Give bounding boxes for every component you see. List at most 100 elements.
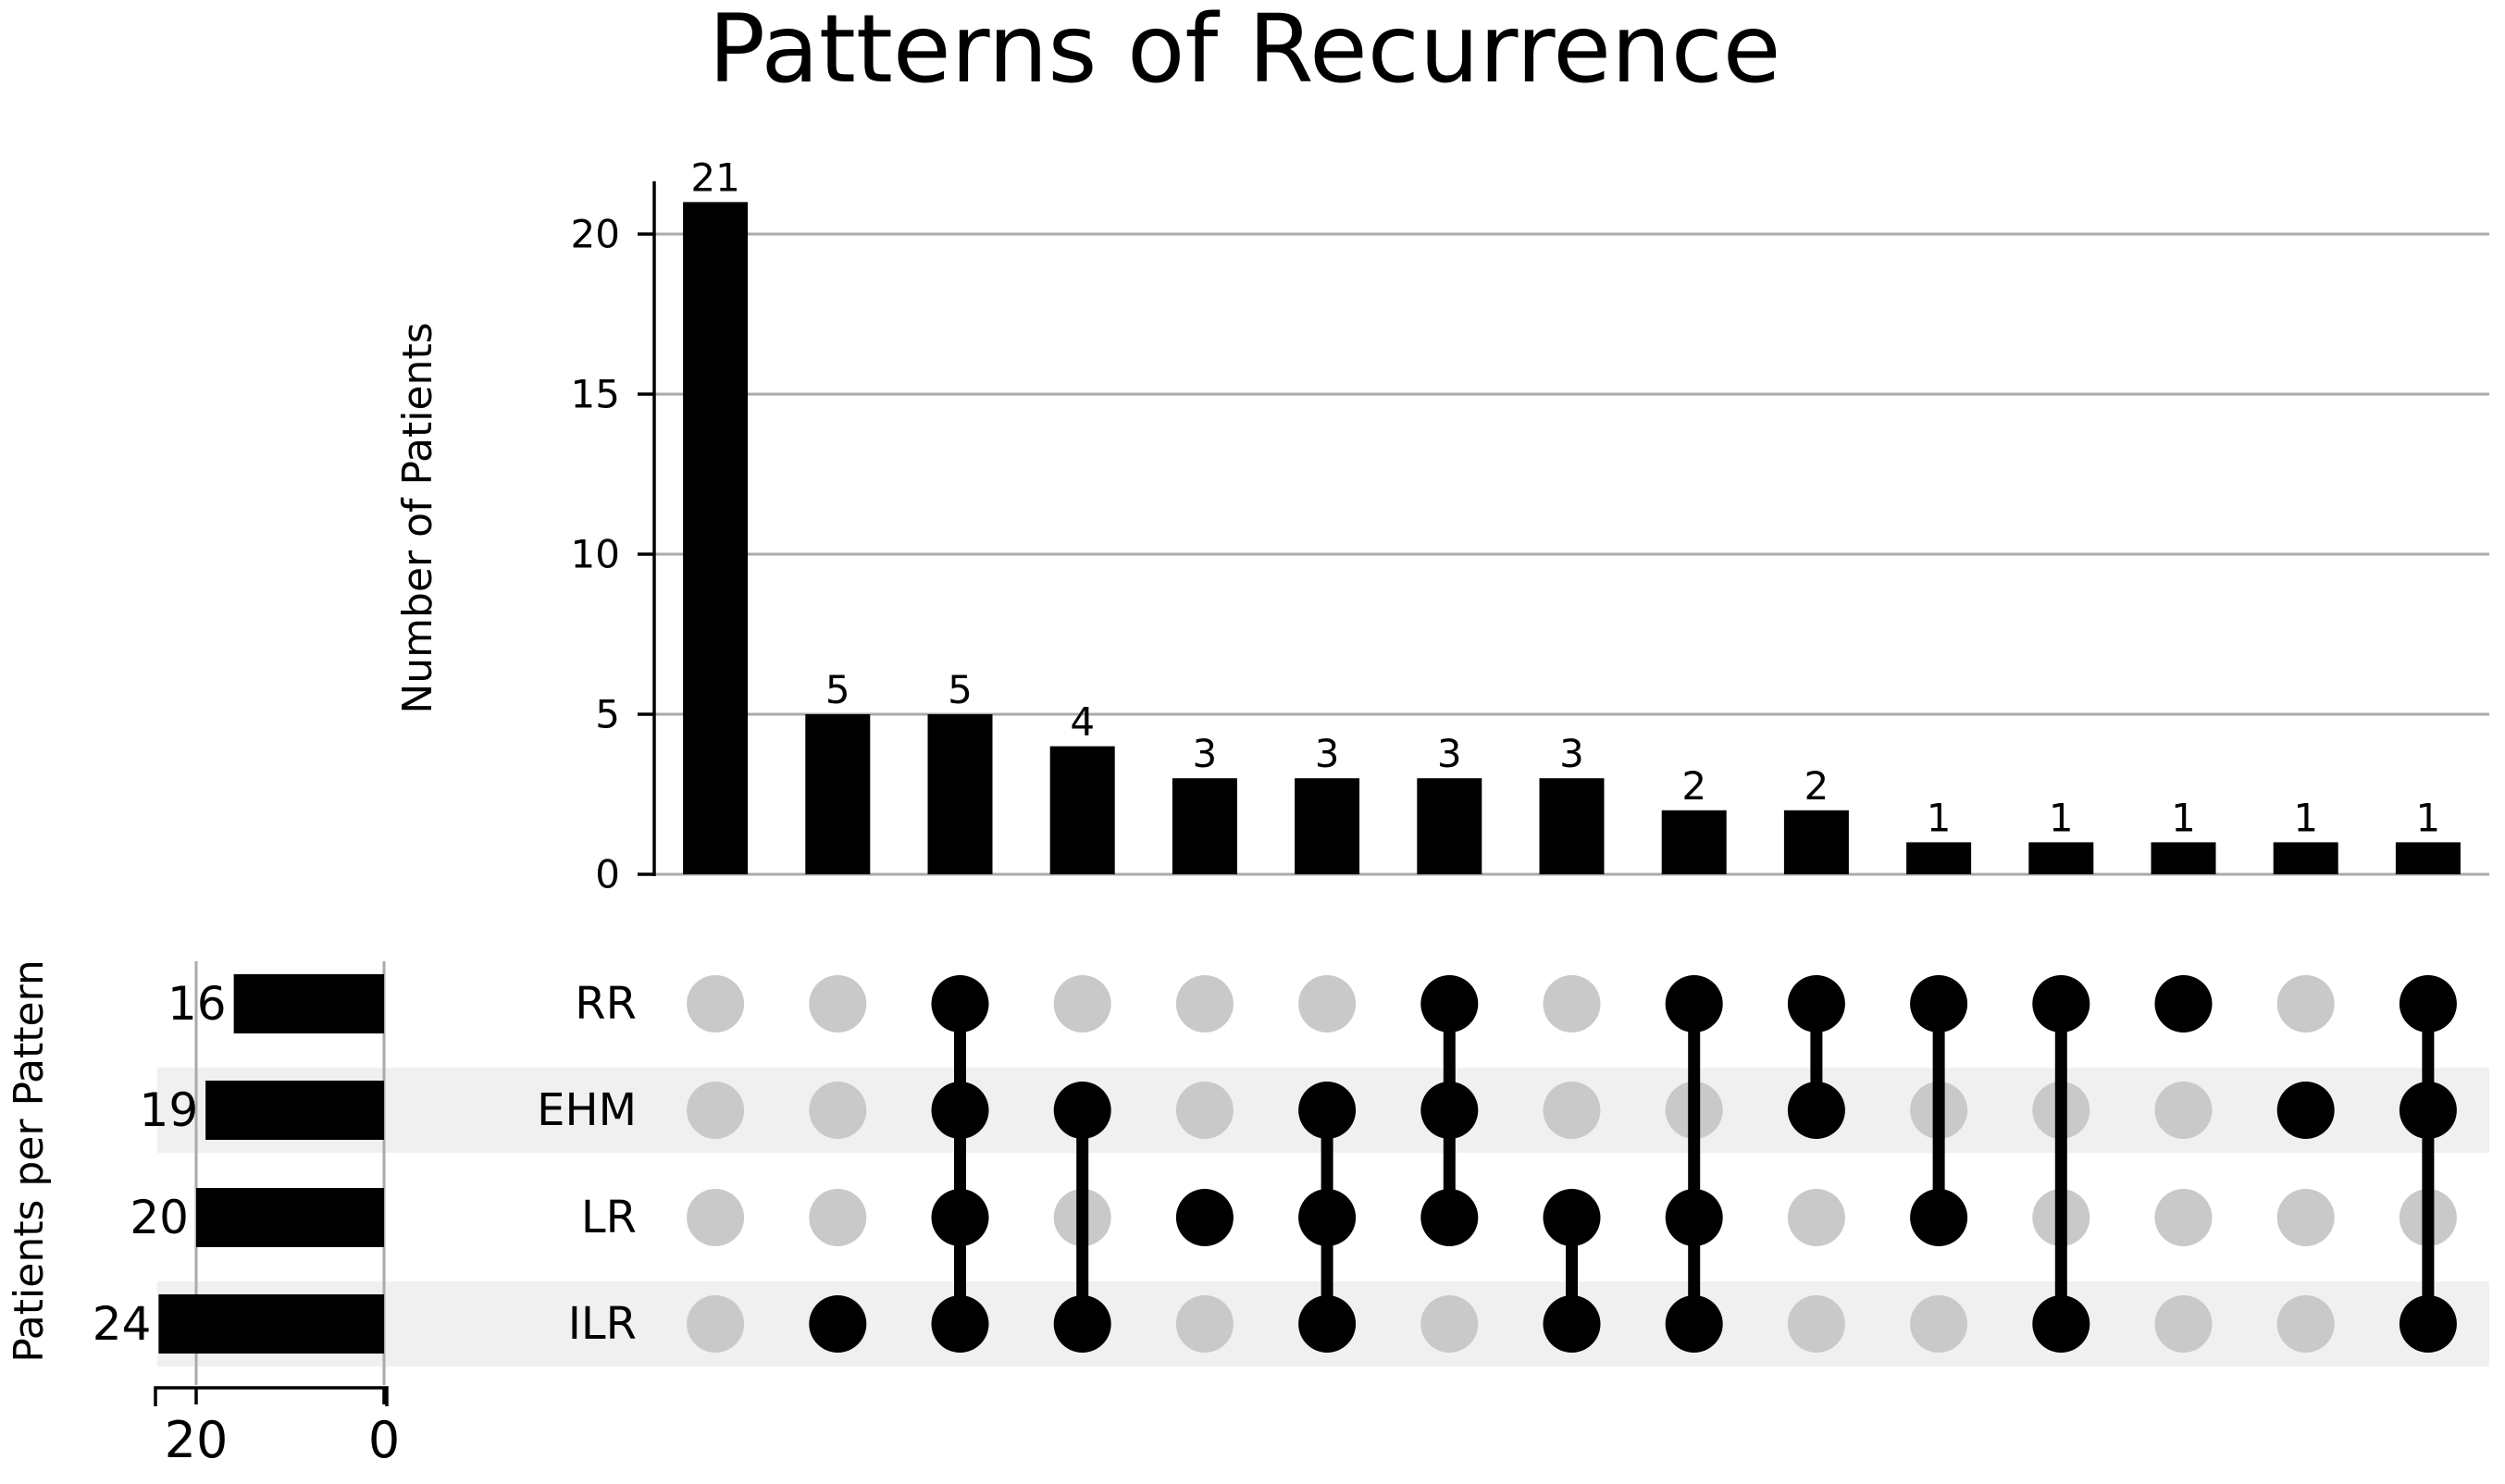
- intersection-bar-labels: 215 543 3 3 32 21 1 1 1 1: [690, 155, 2440, 840]
- matrix-dot-inactive: [809, 975, 867, 1033]
- intersection-bar: [2151, 842, 2216, 874]
- y-tick-label-10: 10: [571, 532, 620, 577]
- matrix-dot-active: [2032, 975, 2090, 1033]
- matrix-dot-inactive: [1787, 1189, 1845, 1246]
- matrix-dot-active: [1665, 975, 1723, 1033]
- y-tick-label-15: 15: [571, 372, 620, 417]
- intersection-bar-value: 5: [948, 667, 973, 712]
- row-label-ehm: EHM: [537, 1084, 637, 1136]
- set-x-tick-label-20: 20: [165, 1411, 229, 1469]
- matrix-dot-inactive: [687, 1189, 745, 1246]
- row-label-rr: RR: [575, 978, 637, 1030]
- matrix-dot-active: [1420, 975, 1479, 1033]
- matrix-dot-active: [1787, 1082, 1845, 1139]
- set-x-tick-label-0: 0: [368, 1411, 400, 1469]
- intersection-bar-value: 3: [1559, 731, 1584, 776]
- intersection-bar-value: 3: [1315, 731, 1340, 776]
- intersection-bar-value: 1: [2416, 795, 2441, 840]
- matrix-dot-active: [1543, 1295, 1601, 1353]
- matrix-dot-active: [1298, 1189, 1357, 1246]
- intersection-bar: [2273, 842, 2338, 874]
- matrix-dot-inactive: [687, 1082, 745, 1139]
- intersection-bar: [1661, 810, 1727, 874]
- matrix-dot-active: [1665, 1189, 1723, 1246]
- intersection-bar: [805, 714, 871, 874]
- set-size-value-lr: 20: [130, 1191, 189, 1244]
- matrix-dot-active: [1543, 1189, 1601, 1246]
- set-size-value-labels: 16 19 20 24: [93, 977, 227, 1351]
- set-size-value-ehm: 19: [140, 1083, 199, 1137]
- matrix-dot-active: [1910, 1189, 1968, 1246]
- intersection-bar: [1539, 778, 1605, 874]
- intersection-bar: [1049, 746, 1115, 874]
- matrix-dot-active: [1053, 1295, 1111, 1353]
- matrix-dot-active: [1298, 1082, 1357, 1139]
- intersection-bar: [2028, 842, 2094, 874]
- matrix-dot-inactive: [2154, 1295, 2213, 1353]
- matrix-dot-active: [931, 1189, 989, 1246]
- matrix-dot-inactive: [2154, 1082, 2213, 1139]
- intersection-bar-value: 3: [1437, 731, 1462, 776]
- matrix-dot-inactive: [1543, 1082, 1601, 1139]
- matrix-dot-inactive: [1420, 1295, 1479, 1353]
- y-axis-title: Number of Patients: [394, 322, 441, 713]
- matrix-dot-inactive: [1175, 1082, 1234, 1139]
- set-size-value-rr: 16: [167, 977, 227, 1031]
- intersection-bar: [1906, 842, 1972, 874]
- matrix-dot-active: [1175, 1189, 1234, 1246]
- intersection-bar-value: 5: [825, 667, 850, 712]
- matrix-dot-inactive: [2154, 1189, 2213, 1246]
- matrix-dot-active: [2399, 1082, 2457, 1139]
- matrix-row-labels: RR EHM LR ILR: [537, 978, 637, 1350]
- row-label-ilr: ILR: [568, 1298, 637, 1350]
- matrix-dot-inactive: [2276, 975, 2335, 1033]
- intersection-bar-value: 21: [690, 155, 739, 200]
- intersection-bar: [1417, 778, 1482, 874]
- matrix-dot-inactive: [1787, 1295, 1845, 1353]
- y-tick-label-0: 0: [595, 852, 620, 897]
- y-tick-label-20: 20: [571, 212, 620, 257]
- intersection-bar-value: 1: [2049, 795, 2074, 840]
- left-axis-title: Patients per Pattern: [6, 959, 53, 1363]
- matrix-dot-active: [809, 1295, 867, 1353]
- matrix-connector-lines: [954, 1004, 2435, 1324]
- matrix-dot-active: [1665, 1295, 1723, 1353]
- set-size-bar-lr: [196, 1188, 384, 1247]
- matrix-dot-active: [931, 975, 989, 1033]
- matrix-dot-active: [1420, 1082, 1479, 1139]
- matrix-dot-inactive: [2276, 1295, 2335, 1353]
- matrix-dot-active: [1787, 975, 1845, 1033]
- intersection-bar-value: 1: [2171, 795, 2196, 840]
- matrix-active-dots: [809, 975, 2457, 1353]
- matrix-dot-active: [2276, 1082, 2335, 1139]
- intersection-bar: [1295, 778, 1360, 874]
- matrix-dot-active: [931, 1082, 989, 1139]
- set-size-bar-ehm: [205, 1081, 384, 1140]
- intersection-y-axis: [638, 181, 656, 876]
- matrix-dot-inactive: [687, 1295, 745, 1353]
- y-tick-label-5: 5: [595, 692, 620, 737]
- intersection-bar-value: 4: [1070, 699, 1095, 745]
- matrix-dot-active: [2399, 1295, 2457, 1353]
- matrix-dot-inactive: [1053, 975, 1111, 1033]
- matrix-dot-inactive: [687, 975, 745, 1033]
- intersection-bar: [683, 202, 749, 874]
- matrix-dot-active: [2154, 975, 2213, 1033]
- matrix-dot-active: [1910, 975, 1968, 1033]
- intersection-bar-value: 3: [1193, 731, 1218, 776]
- intersection-bar-value: 2: [1804, 763, 1829, 809]
- matrix-dot-active: [1298, 1295, 1357, 1353]
- row-label-lr: LR: [581, 1192, 637, 1243]
- set-size-bar-ilr: [158, 1294, 384, 1354]
- intersection-bar-value: 2: [1681, 763, 1706, 809]
- matrix-dot-inactive: [1175, 1295, 1234, 1353]
- set-size-bar-rr: [233, 974, 384, 1033]
- set-size-axis-line: [154, 1386, 389, 1406]
- set-size-x-axis: [154, 1386, 389, 1406]
- intersection-bar: [1172, 778, 1237, 874]
- matrix-dot-inactive: [2276, 1189, 2335, 1246]
- set-size-value-ilr: 24: [93, 1297, 152, 1351]
- intersection-bar: [2395, 842, 2461, 874]
- intersection-bars: [683, 202, 2461, 874]
